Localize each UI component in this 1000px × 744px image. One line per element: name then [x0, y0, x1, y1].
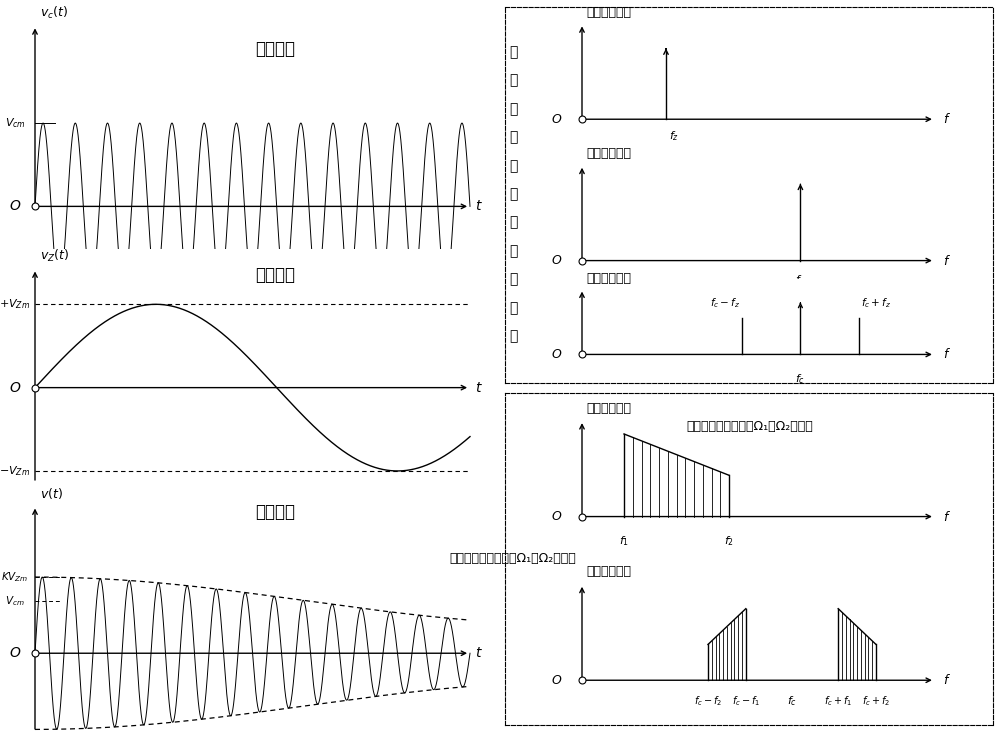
Text: $f_c+f_2$: $f_c+f_2$	[862, 694, 890, 708]
Text: $v_Z(t)$: $v_Z(t)$	[40, 248, 69, 264]
Text: 的: 的	[509, 272, 517, 286]
Text: 载波信号频谱: 载波信号频谱	[586, 147, 631, 160]
Text: 单: 单	[509, 187, 517, 201]
Text: $O$: $O$	[551, 510, 562, 523]
Text: 调制信号: 调制信号	[255, 266, 295, 284]
Text: $f$: $f$	[943, 347, 951, 362]
Text: 信: 信	[509, 102, 517, 116]
Text: $f_c-f_1$: $f_c-f_1$	[732, 694, 760, 708]
Text: $O$: $O$	[551, 254, 562, 267]
Text: 调制信号频率范围为Ω₁～Ω₂的情况: 调制信号频率范围为Ω₁～Ω₂的情况	[450, 551, 576, 565]
Text: $f_c$: $f_c$	[787, 694, 797, 708]
Text: $f_c+f_z$: $f_c+f_z$	[861, 296, 891, 310]
Text: $f_c$: $f_c$	[795, 273, 805, 286]
Text: $f$: $f$	[943, 673, 951, 687]
Text: 调制信号频谱: 调制信号频谱	[586, 5, 631, 19]
Text: 已调幅波频谱: 已调幅波频谱	[586, 565, 631, 578]
Text: $v_c(t)$: $v_c(t)$	[40, 4, 68, 21]
Text: 制: 制	[509, 74, 517, 88]
Text: $O$: $O$	[9, 381, 21, 394]
Text: 已调幅波频谱: 已调幅波频谱	[586, 272, 631, 285]
Text: $+V_{Zm}$: $+V_{Zm}$	[0, 298, 31, 311]
Text: $O$: $O$	[9, 199, 21, 214]
Text: $f$: $f$	[943, 510, 951, 524]
Text: 调制信号频率范围为Ω₁～Ω₂的情况: 调制信号频率范围为Ω₁～Ω₂的情况	[687, 420, 813, 433]
Text: 时: 时	[509, 244, 517, 258]
Text: $f$: $f$	[943, 112, 951, 126]
Text: $f_c-f_2$: $f_c-f_2$	[694, 694, 722, 708]
Text: 况: 况	[509, 329, 517, 343]
Text: $f_c$: $f_c$	[795, 372, 805, 385]
Text: $t$: $t$	[475, 381, 483, 394]
Text: 情: 情	[509, 301, 517, 315]
Text: $-V_{Zm}$: $-V_{Zm}$	[0, 464, 31, 478]
Text: $f$: $f$	[943, 254, 951, 268]
Text: $f_c+f_1$: $f_c+f_1$	[824, 694, 852, 708]
Text: $O$: $O$	[551, 674, 562, 687]
Text: $f_c-f_z$: $f_c-f_z$	[710, 296, 740, 310]
Text: $f_z$: $f_z$	[669, 129, 679, 143]
Text: $v(t)$: $v(t)$	[40, 486, 63, 501]
Text: $O$: $O$	[551, 113, 562, 126]
Text: 调: 调	[509, 45, 517, 59]
Text: $f_2$: $f_2$	[724, 534, 734, 548]
Text: 为: 为	[509, 158, 517, 173]
Text: 号: 号	[509, 130, 517, 144]
Text: 载波信号: 载波信号	[255, 39, 295, 58]
Text: $t$: $t$	[475, 199, 483, 214]
Text: $f_1$: $f_1$	[619, 534, 629, 548]
Text: $O$: $O$	[9, 647, 21, 660]
Text: 调制信号频谱: 调制信号频谱	[586, 402, 631, 414]
Text: $KV_{Zm}$: $KV_{Zm}$	[1, 570, 29, 584]
Text: $V_{cm}$: $V_{cm}$	[5, 594, 25, 608]
Text: $t$: $t$	[475, 647, 483, 660]
Text: 已调幅波: 已调幅波	[255, 503, 295, 522]
Text: $O$: $O$	[551, 348, 562, 361]
Text: $V_{cm}$: $V_{cm}$	[5, 116, 26, 130]
Text: 频: 频	[509, 216, 517, 229]
